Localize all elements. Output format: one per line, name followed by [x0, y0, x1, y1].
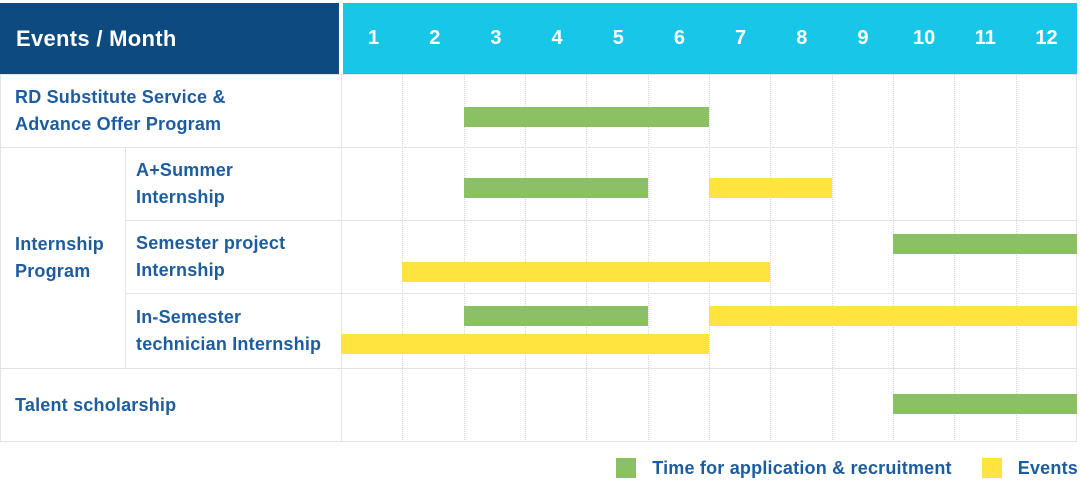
month-header-row: 1 2 3 4 5 6 7 8 9 10 11 12	[343, 3, 1077, 74]
subrow-label-cell: In-Semester technician Internship	[125, 293, 341, 368]
row-label-line: A+Summer	[136, 159, 234, 180]
month-gridline	[831, 74, 833, 442]
gantt-bar-application	[893, 234, 1077, 254]
row-label-cell: Talent scholarship	[0, 368, 341, 442]
month-gridline	[954, 74, 956, 442]
legend-label: Events	[1017, 457, 1078, 478]
month-label: 4	[551, 27, 563, 49]
row-separator-line	[125, 220, 1077, 221]
table-border-line	[125, 147, 126, 368]
gantt-bar-application	[463, 178, 648, 198]
month-header-cell: 3	[465, 3, 526, 74]
table-border-line	[1076, 74, 1077, 442]
month-header-cell: 12	[1016, 3, 1077, 74]
month-gridline	[770, 74, 772, 442]
row-label-line: Internship	[136, 259, 226, 280]
row-label-line: In-Semester	[136, 306, 242, 327]
row-label-cell: RD Substitute Service & Advance Offer Pro…	[0, 74, 341, 147]
gantt-bar-events	[402, 262, 771, 282]
legend-swatch-yellow	[981, 458, 1002, 478]
row-label-line: Talent scholarship	[15, 394, 177, 415]
row-separator-line	[0, 441, 1077, 442]
month-label: 6	[673, 27, 685, 49]
month-header-cell: 7	[710, 3, 771, 74]
row-label-line: technician Internship	[136, 333, 322, 354]
month-header-cell: 4	[527, 3, 588, 74]
gantt-bar-events	[709, 306, 1077, 326]
month-label: 3	[490, 27, 502, 49]
corner-header-label: Events / Month	[16, 25, 177, 51]
month-label: 5	[612, 27, 624, 49]
legend-swatch-green	[616, 458, 637, 478]
month-header-cell: 2	[404, 3, 465, 74]
row-label-line: Internship	[136, 186, 226, 207]
month-header-cell: 10	[894, 3, 955, 74]
month-gridline	[586, 74, 588, 442]
row-separator-line	[0, 74, 1077, 75]
month-header-cell: 1	[343, 3, 404, 74]
gantt-bar-application	[893, 394, 1077, 414]
legend-item: Events	[981, 457, 1078, 479]
month-label: 12	[1035, 27, 1058, 49]
month-gridline	[1015, 74, 1017, 442]
table-border-line	[341, 74, 342, 442]
subrow-label-cell: Semester project Internship	[125, 220, 341, 293]
row-label-line: Internship	[15, 233, 105, 254]
month-header-cell: 6	[649, 3, 710, 74]
month-label: 7	[735, 27, 747, 49]
legend: Time for application & recruitment Events	[616, 442, 1078, 494]
group-label-cell: Internship Program	[0, 147, 125, 368]
table-border-line	[0, 74, 1, 442]
row-label-line: Semester project	[136, 232, 286, 253]
month-label: 11	[974, 27, 996, 49]
month-header-cell: 8	[771, 3, 832, 74]
month-gridline	[647, 74, 649, 442]
row-label-line: Program	[15, 260, 91, 281]
month-label: 9	[857, 27, 869, 49]
month-gridline	[525, 74, 526, 442]
month-header-cell: 9	[832, 3, 893, 74]
row-label-line: Advance Offer Program	[15, 113, 222, 134]
row-separator-line	[125, 293, 1077, 294]
row-separator-line	[0, 368, 1077, 369]
month-gridline	[463, 74, 465, 442]
gantt-bar-events	[709, 178, 832, 198]
gantt-bar-application	[463, 306, 648, 326]
month-gridline	[893, 74, 894, 442]
month-label: 2	[429, 27, 441, 49]
row-label-line: RD Substitute Service &	[15, 86, 226, 107]
row-separator-line	[0, 147, 1077, 148]
month-label: 1	[368, 27, 380, 49]
month-gridline	[709, 74, 710, 442]
legend-label: Time for application & recruitment	[652, 457, 952, 478]
month-label: 10	[913, 27, 936, 49]
subrow-label-cell: A+Summer Internship	[125, 147, 341, 220]
gantt-bar-events	[341, 334, 709, 354]
legend-item: Time for application & recruitment	[616, 458, 952, 479]
corner-header-cell: Events / Month	[0, 3, 339, 74]
month-header-cell: 11	[955, 3, 1016, 74]
month-header-cell: 5	[588, 3, 649, 74]
month-label: 8	[796, 27, 808, 49]
gantt-bar-application	[463, 107, 709, 127]
month-gridline	[402, 74, 404, 442]
